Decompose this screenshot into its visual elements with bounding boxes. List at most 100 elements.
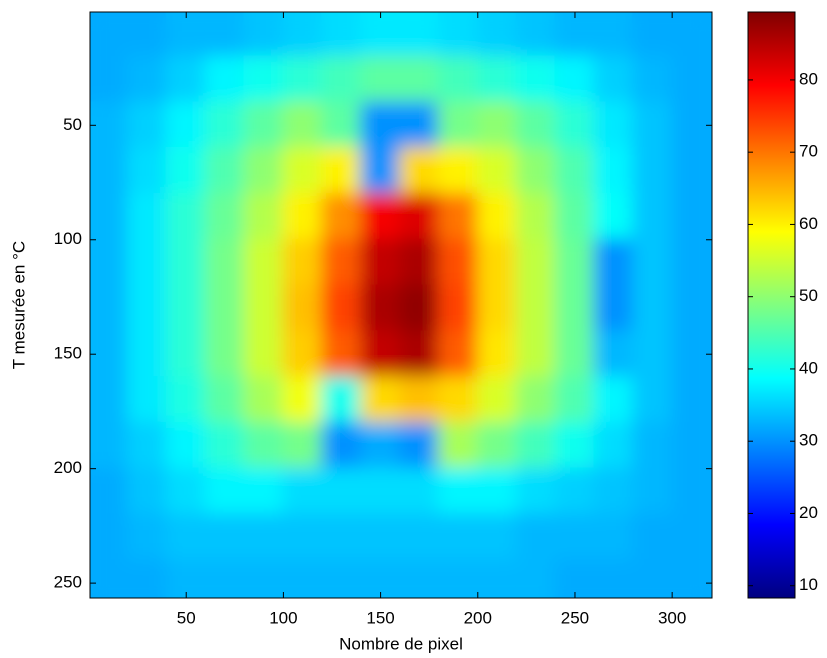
axes: 50 100 150 200 250 300 50 100 150 200 250 10 20 30 40 5… bbox=[54, 11, 818, 627]
heat-cell bbox=[515, 147, 557, 195]
colorbar-tick-label: 20 bbox=[799, 503, 818, 522]
heat-cell bbox=[437, 55, 479, 104]
heat-cell bbox=[321, 421, 363, 470]
colorbar-tick-label: 60 bbox=[799, 214, 818, 233]
heat-cell bbox=[321, 192, 363, 241]
heat-cell bbox=[360, 101, 402, 150]
heat-cell bbox=[476, 55, 518, 104]
heat-cell bbox=[593, 559, 635, 598]
heat-cell bbox=[243, 55, 285, 104]
heat-cell bbox=[437, 192, 479, 241]
heat-cell bbox=[243, 421, 285, 470]
heat-cell bbox=[437, 467, 479, 516]
heat-cell bbox=[554, 55, 596, 104]
y-tick-label: 100 bbox=[54, 229, 82, 248]
heat-cell bbox=[554, 101, 596, 150]
heat-cell bbox=[632, 513, 674, 562]
heat-cell bbox=[90, 192, 129, 241]
heat-cell bbox=[90, 376, 129, 424]
heat-cell bbox=[90, 12, 129, 58]
heat-cell bbox=[282, 238, 324, 287]
heat-cell bbox=[321, 284, 363, 333]
heat-cell bbox=[399, 376, 440, 424]
heat-cell bbox=[243, 330, 285, 379]
heat-cell bbox=[515, 101, 557, 150]
heat-cell bbox=[126, 238, 168, 287]
heat-cell bbox=[399, 192, 440, 241]
heat-cell bbox=[90, 513, 129, 562]
heat-cell bbox=[593, 55, 635, 104]
y-tick-label: 250 bbox=[54, 573, 82, 592]
heat-cell bbox=[632, 238, 674, 287]
heat-cell bbox=[243, 376, 285, 424]
heat-cell bbox=[476, 513, 518, 562]
heat-cell bbox=[243, 192, 285, 241]
heat-cell bbox=[515, 12, 557, 58]
heat-cell bbox=[165, 513, 207, 562]
colorbar-tick-label: 10 bbox=[799, 575, 818, 594]
heat-cell bbox=[204, 12, 246, 58]
heat-cell bbox=[632, 421, 674, 470]
heat-cell bbox=[126, 192, 168, 241]
heat-cell bbox=[437, 284, 479, 333]
heat-cell bbox=[671, 12, 712, 58]
heat-cell bbox=[671, 330, 712, 379]
heat-cell bbox=[593, 12, 635, 58]
heat-cell bbox=[243, 559, 285, 598]
heat-cell bbox=[126, 376, 168, 424]
heat-cell bbox=[593, 238, 635, 287]
heat-cell bbox=[282, 559, 324, 598]
heat-cell bbox=[204, 284, 246, 333]
heat-cell bbox=[476, 147, 518, 195]
heat-cell bbox=[282, 513, 324, 562]
heatmap bbox=[90, 12, 712, 598]
heat-cell bbox=[243, 513, 285, 562]
heat-cell bbox=[204, 421, 246, 470]
heat-cell bbox=[204, 559, 246, 598]
heat-cell bbox=[165, 376, 207, 424]
heat-cell bbox=[437, 376, 479, 424]
heat-cell bbox=[632, 559, 674, 598]
plot-frame bbox=[89, 11, 713, 599]
heat-cell bbox=[632, 376, 674, 424]
x-axis-label: Nombre de pixel bbox=[339, 634, 463, 653]
heat-cell bbox=[321, 376, 363, 424]
heat-cell bbox=[437, 421, 479, 470]
heat-cell bbox=[554, 238, 596, 287]
heat-cell bbox=[632, 467, 674, 516]
heat-cell bbox=[399, 101, 440, 150]
heat-cell bbox=[476, 101, 518, 150]
heat-cell bbox=[204, 55, 246, 104]
heat-cell bbox=[282, 101, 324, 150]
heat-cell bbox=[632, 284, 674, 333]
heat-cell bbox=[399, 513, 440, 562]
heat-cell bbox=[437, 513, 479, 562]
heat-cell bbox=[165, 12, 207, 58]
heat-cell bbox=[165, 467, 207, 516]
heat-cell bbox=[515, 421, 557, 470]
heat-cell bbox=[671, 147, 712, 195]
heat-cell bbox=[554, 513, 596, 562]
heat-cell bbox=[632, 101, 674, 150]
heat-cell bbox=[399, 55, 440, 104]
heat-cell bbox=[321, 55, 363, 104]
heat-cell bbox=[593, 376, 635, 424]
heat-cell bbox=[593, 421, 635, 470]
heat-cell bbox=[165, 421, 207, 470]
heat-cell bbox=[360, 284, 402, 333]
heat-cell bbox=[165, 192, 207, 241]
heat-cell bbox=[360, 147, 402, 195]
colorbar bbox=[747, 11, 796, 599]
heat-cell bbox=[282, 376, 324, 424]
heat-cell bbox=[515, 192, 557, 241]
heat-cell bbox=[243, 12, 285, 58]
heat-cell bbox=[399, 330, 440, 379]
heat-cell bbox=[282, 55, 324, 104]
heat-cell bbox=[515, 376, 557, 424]
heat-cell bbox=[165, 101, 207, 150]
heat-cell bbox=[126, 559, 168, 598]
heat-cell bbox=[204, 238, 246, 287]
heat-cell bbox=[126, 101, 168, 150]
heat-cell bbox=[204, 513, 246, 562]
heat-cell bbox=[554, 147, 596, 195]
